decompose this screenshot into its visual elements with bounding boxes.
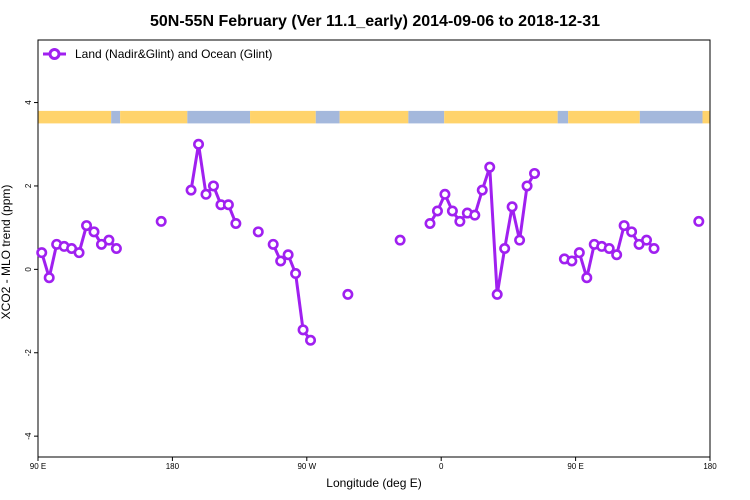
data-point: [103, 234, 115, 246]
x-tick-label: 90 E: [30, 462, 46, 471]
data-point: [603, 243, 615, 255]
data-point: [110, 243, 122, 255]
data-point: [275, 255, 287, 267]
data-point: [305, 334, 317, 346]
data-point: [454, 215, 466, 227]
surface-band-ocean-9: [557, 110, 569, 124]
data-point: [88, 226, 100, 238]
surface-band: [38, 110, 710, 124]
data-point: [207, 180, 219, 192]
data-point: [626, 226, 638, 238]
data-point: [476, 184, 488, 196]
data-point: [81, 220, 93, 232]
surface-band-ocean-1: [111, 110, 121, 124]
data-point: [566, 255, 578, 267]
data-point: [641, 234, 653, 246]
surface-band-ocean-7: [408, 110, 445, 124]
x-axis-label: Longitude (deg E): [326, 476, 421, 490]
data-point: [499, 243, 511, 255]
data-point: [222, 199, 234, 211]
plot-frame: [37, 39, 711, 458]
x-tick-label: 0: [439, 462, 444, 471]
data-point: [267, 238, 279, 250]
data-point: [491, 288, 503, 300]
data-point: [43, 272, 55, 284]
y-tick-label: -2: [24, 349, 33, 357]
data-point: [693, 215, 705, 227]
data-point: [521, 180, 533, 192]
data-point: [282, 249, 294, 261]
data-point: [290, 268, 302, 280]
x-tick-label: 180: [703, 462, 717, 471]
y-axis-label: XCO2 - MLO trend (ppm): [0, 185, 13, 320]
data-point: [514, 234, 526, 246]
data-point: [185, 184, 197, 196]
data-point: [446, 205, 458, 217]
data-point: [469, 209, 481, 221]
data-point: [611, 249, 623, 261]
chart-title: 50N-55N February (Ver 11.1_early) 2014-0…: [150, 13, 600, 30]
data-point: [573, 247, 585, 259]
data-point: [581, 272, 593, 284]
surface-band-land-12: [702, 110, 710, 124]
legend-marker: [48, 48, 61, 60]
data-point: [252, 226, 264, 238]
data-point: [618, 220, 630, 232]
y-tick-label: 0: [24, 267, 33, 272]
surface-band-land-8: [444, 110, 558, 124]
y-tick-label: 4: [24, 100, 33, 105]
surface-band-land-10: [568, 110, 640, 124]
data-point: [529, 167, 541, 179]
legend: Land (Nadir&Glint) and Ocean (Glint): [43, 47, 272, 61]
data-point: [424, 217, 436, 229]
x-tick-label: 90 W: [297, 462, 316, 471]
data-point: [648, 243, 660, 255]
axis-ticks: 90 E 180 90 W 0 90 E 180 -4 -2 0 2 4: [24, 100, 717, 471]
data-point: [506, 201, 518, 213]
data-point: [73, 247, 85, 259]
data-point: [155, 215, 167, 227]
data-point: [439, 188, 451, 200]
legend-label: Land (Nadir&Glint) and Ocean (Glint): [75, 47, 272, 61]
y-tick-label: -4: [24, 432, 33, 440]
x-tick-label: 180: [166, 462, 180, 471]
data-point: [297, 324, 309, 336]
surface-band-ocean-3: [187, 110, 251, 124]
surface-band-land-4: [250, 110, 316, 124]
surface-band-ocean-11: [639, 110, 703, 124]
surface-band-land-0: [38, 110, 112, 124]
data-point: [342, 288, 354, 300]
surface-band-land-6: [339, 110, 409, 124]
surface-band-ocean-5: [315, 110, 340, 124]
data-point: [200, 188, 212, 200]
data-point: [431, 205, 443, 217]
data-point: [230, 217, 242, 229]
surface-band-land-2: [120, 110, 188, 124]
data-point: [193, 138, 205, 150]
data-point: [394, 234, 406, 246]
series-layer: [36, 138, 705, 346]
data-point: [484, 161, 496, 173]
data-point: [36, 247, 48, 259]
y-tick-label: 2: [24, 183, 33, 188]
x-tick-label: 90 E: [567, 462, 583, 471]
